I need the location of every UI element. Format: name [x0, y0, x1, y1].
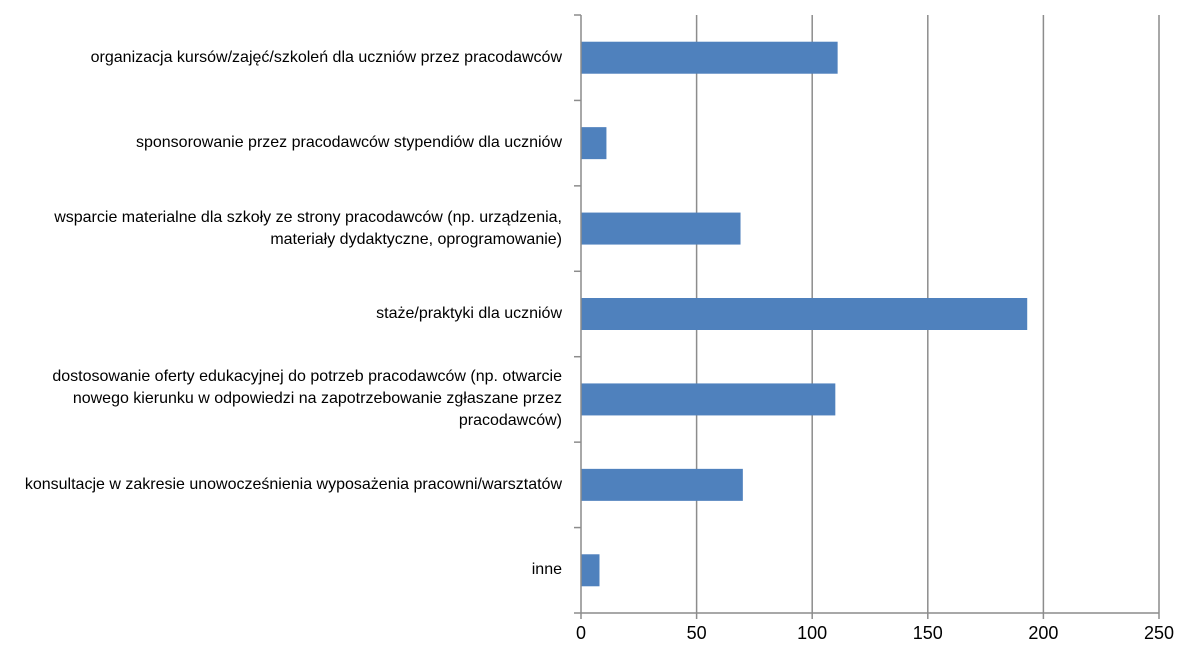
- bar: [581, 383, 836, 416]
- category-label: staże/praktyki dla uczniów: [376, 305, 562, 322]
- bar: [581, 468, 743, 501]
- category-label: dostosowanie oferty edukacyjnej do potrz…: [52, 368, 562, 430]
- category-label: organizacja kursów/zajęć/szkoleń dla ucz…: [90, 48, 562, 66]
- bar: [581, 554, 600, 587]
- x-tick-label: 200: [1028, 623, 1059, 643]
- bar: [581, 298, 1028, 330]
- x-tick-label: 250: [1143, 623, 1175, 643]
- bar: [581, 212, 741, 245]
- category-label: inne: [531, 561, 562, 579]
- x-tick-label: 50: [686, 623, 707, 643]
- bar: [581, 41, 838, 74]
- x-tick-label: 100: [797, 623, 828, 643]
- x-tick-label: 150: [912, 623, 943, 643]
- x-tick-label: 0: [575, 623, 586, 643]
- category-label: sponsorowanie przez pracodawców stypendi…: [135, 134, 562, 152]
- bar: [581, 127, 607, 160]
- category-label: konsultacje w zakresie unowocześnienia w…: [24, 475, 562, 493]
- category-label: wsparcie materialne dla szkoły ze strony…: [54, 208, 562, 248]
